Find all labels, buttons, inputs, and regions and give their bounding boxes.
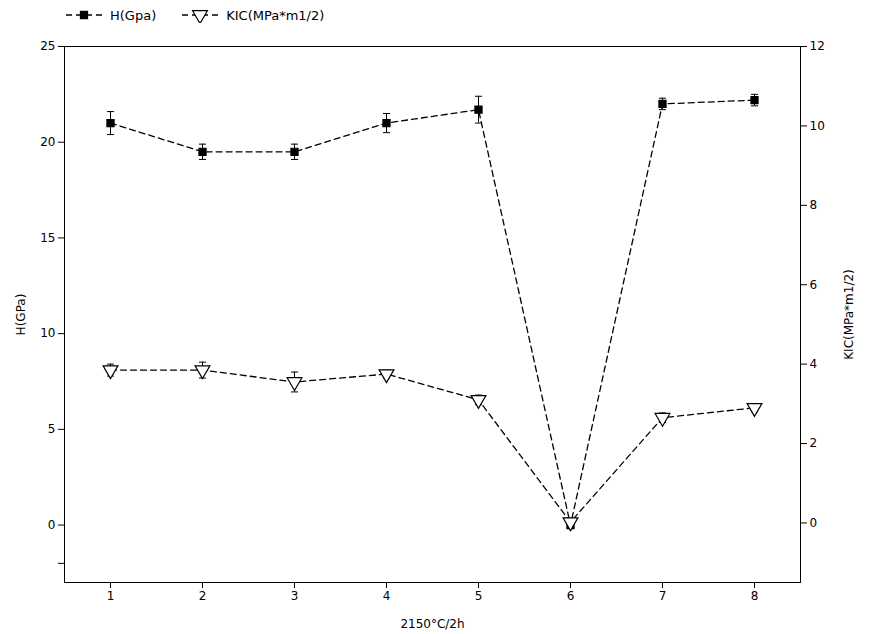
svg-text:0: 0 <box>810 516 818 530</box>
svg-text:1: 1 <box>107 589 115 603</box>
svg-text:KIC(MPa*m1/2): KIC(MPa*m1/2) <box>842 269 856 360</box>
svg-text:0: 0 <box>48 518 56 532</box>
svg-text:5: 5 <box>48 422 56 436</box>
svg-text:10: 10 <box>810 119 825 133</box>
svg-text:5: 5 <box>475 589 483 603</box>
svg-text:H(GPa): H(GPa) <box>14 294 28 336</box>
svg-text:2: 2 <box>199 589 207 603</box>
svg-text:7: 7 <box>659 589 667 603</box>
svg-text:2: 2 <box>810 436 818 450</box>
svg-text:8: 8 <box>751 589 759 603</box>
svg-text:6: 6 <box>567 589 575 603</box>
svg-text:8: 8 <box>810 198 818 212</box>
svg-text:3: 3 <box>291 589 299 603</box>
svg-text:10: 10 <box>40 326 55 340</box>
svg-text:15: 15 <box>40 231 55 245</box>
html-text:H(Gpa): H(Gpa) <box>110 7 157 23</box>
svg-text:20: 20 <box>40 135 55 149</box>
svg-text:2150°C/2h: 2150°C/2h <box>400 617 464 631</box>
svg-text:4: 4 <box>810 357 818 371</box>
svg-text:25: 25 <box>40 39 55 53</box>
html-text:KIC(MPa*m1/2): KIC(MPa*m1/2) <box>226 7 325 23</box>
svg-text:6: 6 <box>810 278 818 292</box>
svg-text:4: 4 <box>383 589 391 603</box>
svg-text:12: 12 <box>810 39 825 53</box>
